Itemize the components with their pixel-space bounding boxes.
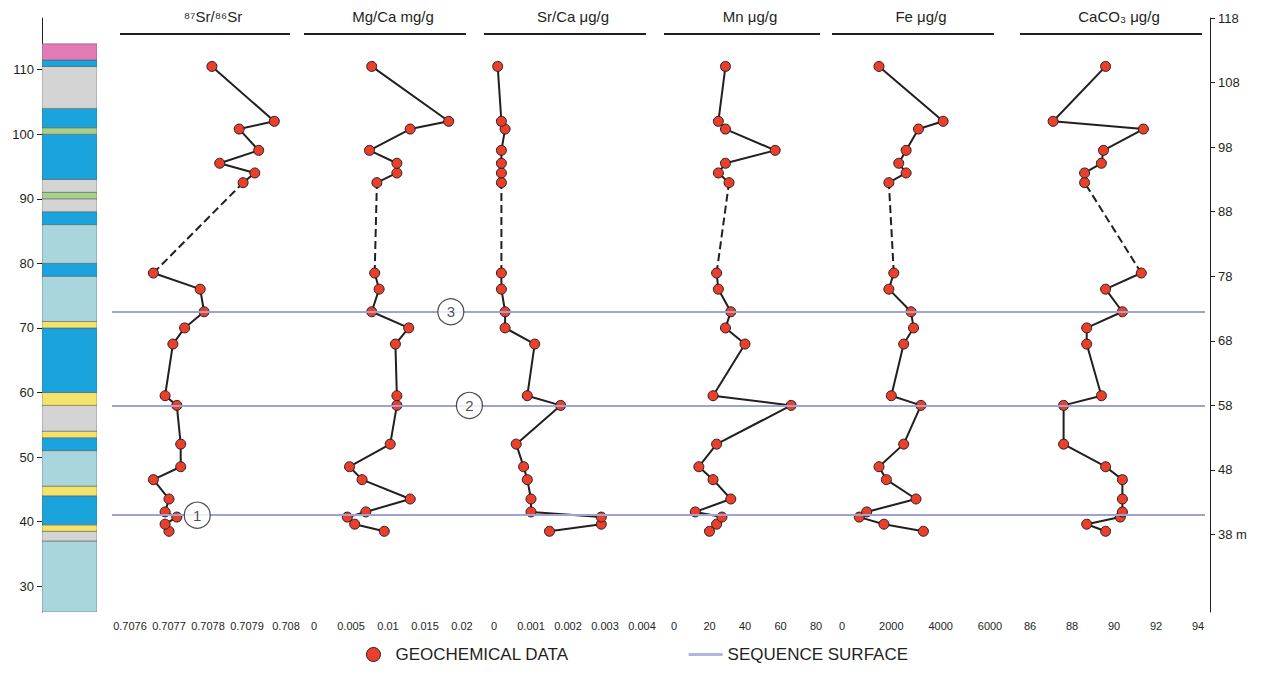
svg-text:118: 118 [1218,11,1239,26]
svg-text:3: 3 [447,303,455,320]
svg-text:1: 1 [193,507,201,524]
svg-text:94: 94 [1192,620,1204,632]
svg-text:78: 78 [1218,269,1232,284]
svg-text:40: 40 [739,620,751,632]
svg-text:6000: 6000 [978,620,1002,632]
svg-text:0.708: 0.708 [272,620,300,632]
svg-text:20: 20 [703,620,715,632]
svg-text:30: 30 [20,579,34,594]
svg-text:92: 92 [1150,620,1162,632]
svg-text:0: 0 [839,620,845,632]
svg-text:100: 100 [12,127,34,142]
svg-text:88: 88 [1066,620,1078,632]
svg-text:SEQUENCE SURFACE: SEQUENCE SURFACE [728,645,908,664]
svg-text:48: 48 [1218,462,1232,477]
svg-text:Fe μg/g: Fe μg/g [895,8,946,25]
svg-text:2000: 2000 [879,620,903,632]
svg-text:60: 60 [774,620,786,632]
svg-text:2: 2 [465,397,473,414]
svg-text:0.005: 0.005 [337,620,365,632]
svg-text:0.004: 0.004 [628,620,656,632]
svg-text:0.7079: 0.7079 [230,620,264,632]
svg-text:0.7076: 0.7076 [113,620,147,632]
svg-text:108: 108 [1218,75,1240,90]
svg-text:4000: 4000 [928,620,952,632]
svg-text:⁸⁷Sr/⁸⁶Sr: ⁸⁷Sr/⁸⁶Sr [184,8,242,25]
svg-text:68: 68 [1218,333,1232,348]
svg-text:0: 0 [311,620,317,632]
svg-text:90: 90 [20,191,34,206]
svg-text:88: 88 [1218,204,1232,219]
svg-text:0.7078: 0.7078 [191,620,225,632]
svg-text:90: 90 [1108,620,1120,632]
svg-text:0.02: 0.02 [451,620,472,632]
svg-text:0.015: 0.015 [411,620,439,632]
svg-text:0.003: 0.003 [591,620,619,632]
svg-text:58: 58 [1218,398,1232,413]
svg-text:60: 60 [20,385,34,400]
svg-text:40: 40 [20,514,34,529]
svg-text:GEOCHEMICAL DATA: GEOCHEMICAL DATA [395,645,568,664]
svg-text:80: 80 [20,256,34,271]
svg-text:0: 0 [491,620,497,632]
svg-text:Sr/Ca μg/g: Sr/Ca μg/g [537,8,609,25]
svg-text:38 m: 38 m [1218,527,1247,542]
svg-text:Mg/Ca mg/g: Mg/Ca mg/g [352,8,434,25]
svg-text:0.002: 0.002 [554,620,582,632]
svg-text:0.001: 0.001 [517,620,545,632]
svg-text:80: 80 [810,620,822,632]
svg-text:0: 0 [671,620,677,632]
svg-text:CaCO₃ μg/g: CaCO₃ μg/g [1078,8,1159,25]
svg-text:110: 110 [13,62,34,77]
svg-text:Mn μg/g: Mn μg/g [723,8,778,25]
svg-text:50: 50 [20,450,34,465]
svg-text:98: 98 [1218,140,1232,155]
svg-text:70: 70 [20,320,34,335]
svg-text:86: 86 [1024,620,1036,632]
svg-text:0.01: 0.01 [377,620,398,632]
svg-text:0.7077: 0.7077 [152,620,186,632]
